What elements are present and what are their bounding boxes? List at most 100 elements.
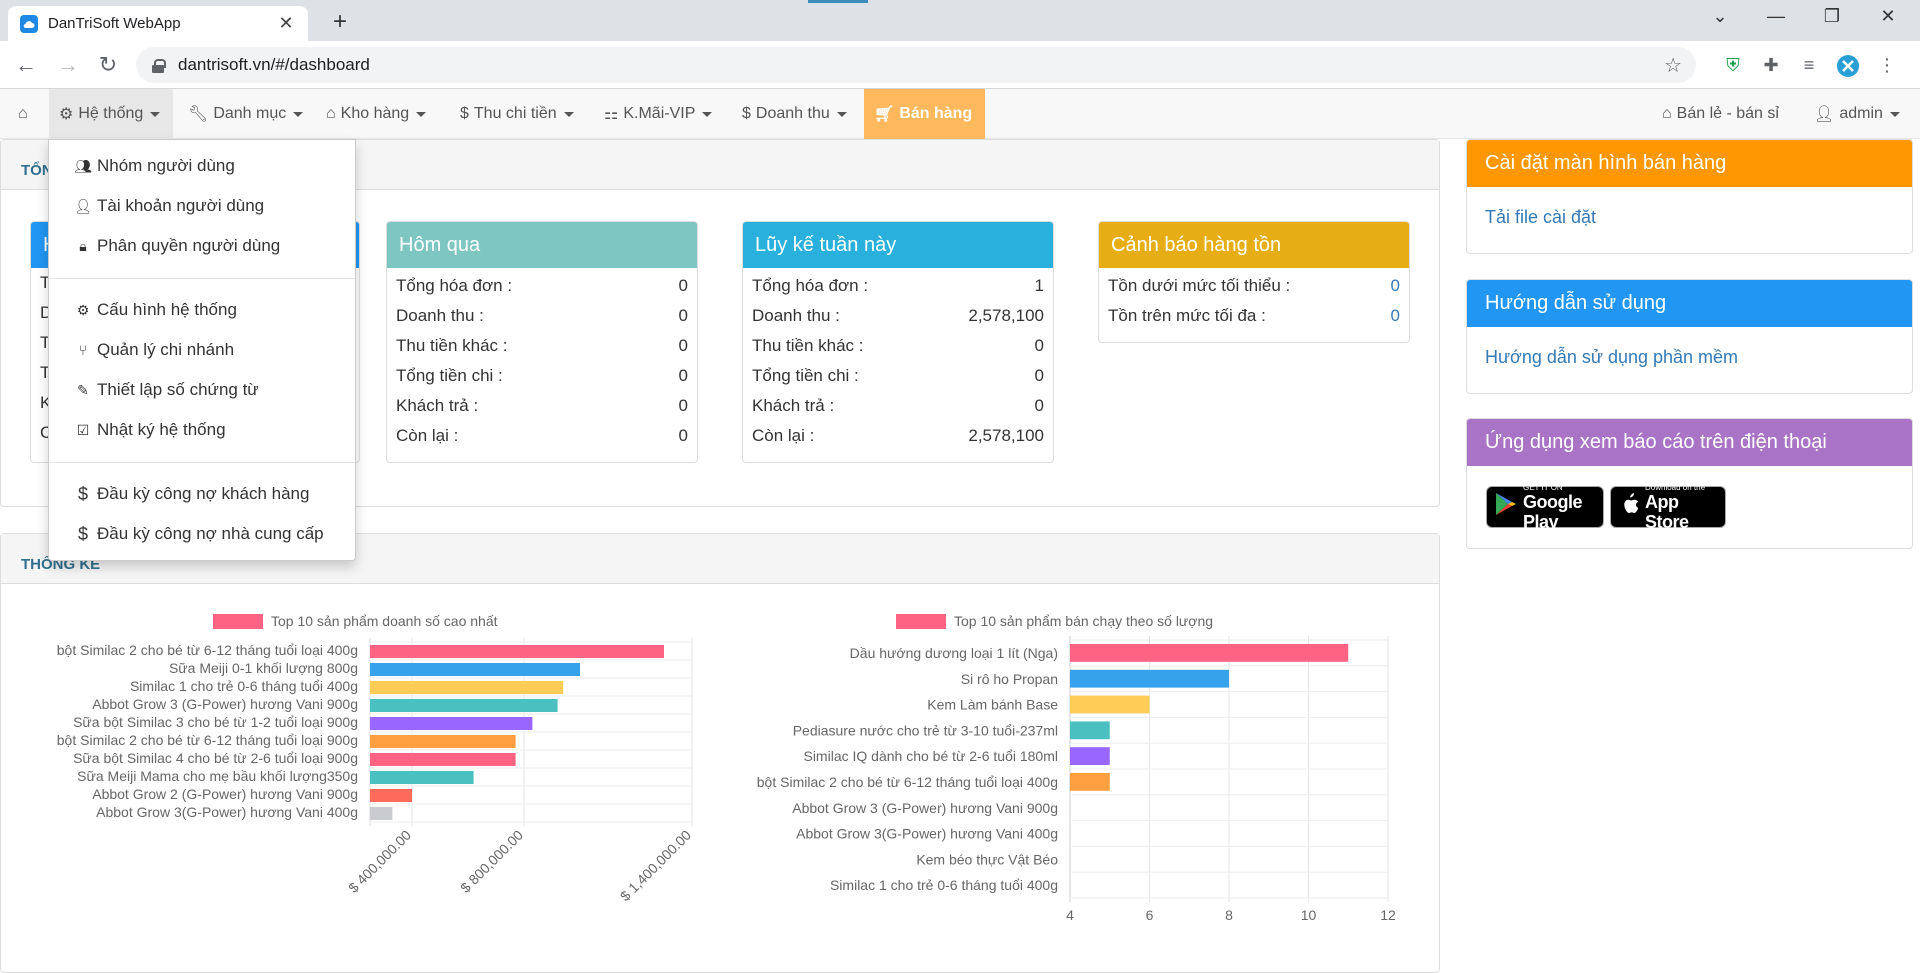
apple-icon xyxy=(1619,492,1639,523)
card-row: Doanh thu : 0 xyxy=(387,301,697,331)
row-label: Tổng hóa đơn : xyxy=(752,276,869,295)
bar xyxy=(1070,747,1110,765)
address-bar[interactable]: dantrisoft.vn/#/dashboard ☆ xyxy=(136,47,1696,83)
menu-item-voucher-numbers[interactable]: ✎ Thiết lập số chứng từ xyxy=(49,372,355,408)
apple-small: Download on the xyxy=(1645,482,1706,492)
menu-icon[interactable]: ⋮ xyxy=(1878,55,1896,75)
category-label: Sữa bột Similac 3 cho bé từ 1-2 tuổi loạ… xyxy=(73,714,358,730)
card-row: Doanh thu : 2,578,100 xyxy=(743,301,1053,331)
settings-title: Cài đặt màn hình bán hàng xyxy=(1467,140,1912,187)
row-label: Khách trả : xyxy=(752,396,835,415)
bar xyxy=(1070,695,1150,714)
chart-legend: Top 10 sản phẩm doanh số cao nhất xyxy=(271,613,498,629)
reload-button[interactable]: ↻ xyxy=(98,52,118,77)
category-label: Kem béo thực Vật Béo xyxy=(916,851,1058,867)
menu-item-permissions[interactable]: 🔒︎ Phân quyền người dùng xyxy=(49,228,355,264)
menu-item-label: Tài khoản người dùng xyxy=(97,196,265,215)
menu-item-label: Nhật ký hệ thống xyxy=(97,420,226,439)
download-settings-link[interactable]: Tải file cài đặt xyxy=(1485,207,1597,227)
google-play-badge[interactable]: GET IT ON Google Play xyxy=(1486,482,1604,532)
home-icon: ⌂ xyxy=(18,105,28,122)
media-icon[interactable]: ≡ xyxy=(1803,55,1815,75)
close-icon[interactable]: ✕ xyxy=(278,13,294,33)
bar xyxy=(370,771,474,784)
tabstrip-accent xyxy=(808,0,868,3)
row-label: T xyxy=(40,333,51,352)
star-icon[interactable]: ☆ xyxy=(1664,55,1682,77)
nav-label: Bán hàng xyxy=(899,105,973,122)
lock-icon xyxy=(152,58,166,73)
card-row: Khách trả : 0 xyxy=(743,391,1053,421)
edit-icon: ✎ xyxy=(77,381,89,398)
x-tick-label: 8 xyxy=(1225,907,1233,923)
row-label: Còn lại : xyxy=(752,426,815,445)
caret-icon xyxy=(293,111,304,117)
nav-danh-muc[interactable]: 🔧︎ Danh mục xyxy=(178,89,313,139)
category-label: Abbot Grow 3(G-Power) hương Vani 400g xyxy=(96,804,358,820)
google-small: GET IT ON xyxy=(1523,482,1563,492)
row-label: Tồn dưới mức tối thiểu : xyxy=(1108,276,1291,295)
category-label: Sữa Meiji 0-1 khối lượng 800g xyxy=(169,660,358,676)
minimize-button[interactable]: — xyxy=(1767,6,1785,26)
category-label: Kem Làm bánh Base xyxy=(927,697,1058,713)
card-row: Còn lại : 2,578,100 xyxy=(743,421,1053,451)
nav-thu-chi-tien[interactable]: $ Thu chi tiền xyxy=(450,89,584,139)
nav-kho-hang[interactable]: ⌂ Kho hàng xyxy=(316,89,436,139)
caret-icon xyxy=(416,111,427,117)
home-button[interactable]: ⌂ xyxy=(8,89,43,139)
guide-link[interactable]: Hướng dẫn sử dụng phần mềm xyxy=(1485,347,1739,367)
card-stock-warning: Cảnh báo hàng tồn Tồn dưới mức tối thiểu… xyxy=(1098,221,1410,343)
nav-store-mode[interactable]: ⌂ Bán lẻ - bán sỉ xyxy=(1652,89,1789,139)
x-tick-label: $ 1,400,000.00 xyxy=(617,827,695,905)
forward-button[interactable]: → xyxy=(57,52,79,77)
home-icon: ⌂ xyxy=(1662,105,1672,122)
clip-mask xyxy=(30,636,38,826)
nav-doanh-thu[interactable]: $ Doanh thu xyxy=(732,89,857,139)
check-square-icon: ☑ xyxy=(76,421,90,438)
puzzle-icon[interactable]: ✚ xyxy=(1763,55,1779,75)
back-button[interactable]: ← xyxy=(15,52,37,77)
row-value: 0 xyxy=(1034,336,1044,355)
stock-min-link[interactable]: 0 xyxy=(1390,276,1400,295)
card-row: K xyxy=(31,388,359,418)
clip-mask xyxy=(730,636,742,916)
category-label: Dầu hướng dương loại 1 lít (Nga) xyxy=(850,645,1058,661)
menu-item-branches[interactable]: ⑂ Quản lý chi nhánh xyxy=(49,332,355,368)
menu-item-user-groups[interactable]: 👥︎ Nhóm người dùng xyxy=(49,148,355,184)
window-close-button[interactable]: ✕ xyxy=(1880,6,1896,26)
restore-button[interactable]: ❐ xyxy=(1823,6,1841,26)
menu-item-system-log[interactable]: ☑ Nhật ký hệ thống xyxy=(49,412,355,448)
stock-max-link[interactable]: 0 xyxy=(1390,306,1400,325)
nav-label: Doanh thu xyxy=(755,105,830,122)
dollar-icon: $ xyxy=(77,483,88,504)
row-label: Còn lại : xyxy=(396,426,459,445)
shield-extension-icon[interactable]: ⛨ xyxy=(1726,55,1740,75)
browser-tab[interactable]: DanTriSoft WebApp ✕ xyxy=(8,6,308,41)
app-store-badge[interactable]: Download on the App Store xyxy=(1610,482,1726,532)
row-value: 0 xyxy=(1034,396,1044,415)
x-tick-label: 6 xyxy=(1146,907,1154,923)
nav-label: Kho hàng xyxy=(340,105,410,122)
card-row: T xyxy=(31,358,359,388)
caret-icon xyxy=(563,111,574,117)
new-tab-button[interactable]: + xyxy=(332,8,347,35)
profile-avatar[interactable] xyxy=(1836,54,1859,77)
card-yesterday: Hôm qua Tổng hóa đơn : 0 Doanh thu : 0 Thu… xyxy=(386,221,698,463)
nav-label: Thu chi tiền xyxy=(473,105,557,122)
bar xyxy=(370,735,516,748)
user-icon: 👤︎ xyxy=(1814,106,1835,123)
nav-ban-hang[interactable]: 🛒︎ Bán hàng xyxy=(864,89,985,139)
menu-item-label: Đầu kỳ công nợ khách hàng xyxy=(97,484,310,503)
nav-he-thong[interactable]: ⚙ Hệ thống xyxy=(49,89,173,139)
google-play-icon xyxy=(1495,492,1517,523)
menu-item-customer-opening-debt[interactable]: $ Đầu kỳ công nợ khách hàng xyxy=(49,476,355,512)
nav-khuyen-mai-vip[interactable]: ⚏ K.Mãi-VIP xyxy=(594,89,722,139)
row-value: 0 xyxy=(678,366,688,385)
card-row: Tồn trên mức tối đa : 0 xyxy=(1099,301,1409,331)
chevron-down-icon[interactable]: ⌄ xyxy=(1712,6,1728,26)
category-label: Similac 1 cho trẻ 0-6 tháng tuổi 400g xyxy=(130,678,358,694)
nav-user-menu[interactable]: 👤︎ admin xyxy=(1804,89,1910,139)
menu-item-system-config[interactable]: ⚙ Cấu hình hệ thống xyxy=(49,292,355,328)
menu-item-supplier-opening-debt[interactable]: $ Đầu kỳ công nợ nhà cung cấp xyxy=(49,516,355,552)
menu-item-user-accounts[interactable]: 👤︎ Tài khoản người dùng xyxy=(49,188,355,224)
